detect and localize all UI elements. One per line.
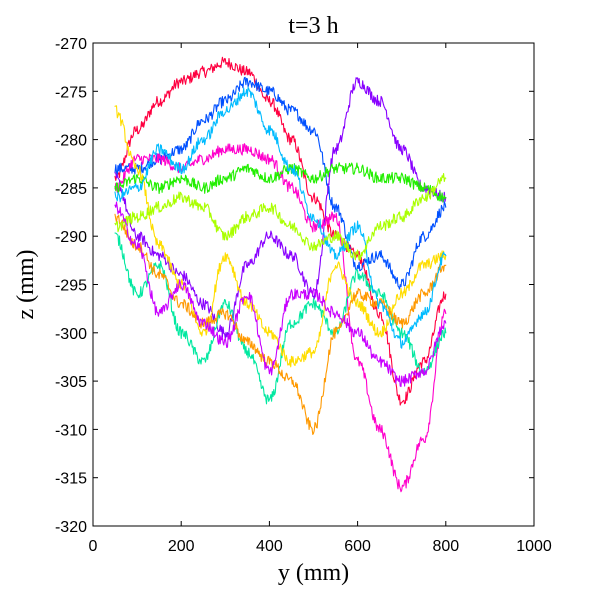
- y-tick-label: -305: [55, 374, 87, 391]
- series-line-10: [114, 172, 447, 261]
- x-tick-label: 200: [168, 538, 195, 555]
- y-tick-label: -315: [55, 471, 87, 488]
- series-line-5: [114, 162, 447, 203]
- y-tick-label: -285: [55, 181, 87, 198]
- y-tick-label: -295: [55, 278, 87, 295]
- series-line-1: [114, 56, 447, 406]
- y-tick-label: -290: [55, 229, 87, 246]
- y-tick-label: -280: [55, 133, 87, 150]
- x-tick-label: 1000: [516, 538, 552, 555]
- y-tick-label: -275: [55, 84, 87, 101]
- series-line-4: [114, 143, 447, 493]
- series-line-11: [114, 201, 447, 388]
- x-axis-title: y (mm): [278, 560, 349, 586]
- y-tick-label: -320: [55, 519, 87, 536]
- y-axis-ticks: -270 -275 -280 -285 -290 -295 -300 -305 -310 -315…: [55, 36, 534, 536]
- y-tick-label: -310: [55, 422, 87, 439]
- series-line-7: [114, 105, 447, 368]
- x-tick-label: 400: [256, 538, 283, 555]
- series-line-9: [114, 86, 447, 349]
- series-layer: [114, 56, 447, 493]
- x-tick-label: 600: [344, 538, 371, 555]
- series-line-8: [114, 213, 447, 435]
- x-tick-label: 800: [432, 538, 459, 555]
- y-tick-label: -300: [55, 326, 87, 343]
- y-tick-label: -270: [55, 36, 87, 53]
- x-axis-ticks: 0 200 400 600 800 1000: [89, 43, 552, 555]
- x-tick-label: 0: [89, 538, 98, 555]
- chart-title: t=3 h: [288, 13, 338, 39]
- y-axis-title: z (mm): [13, 250, 39, 320]
